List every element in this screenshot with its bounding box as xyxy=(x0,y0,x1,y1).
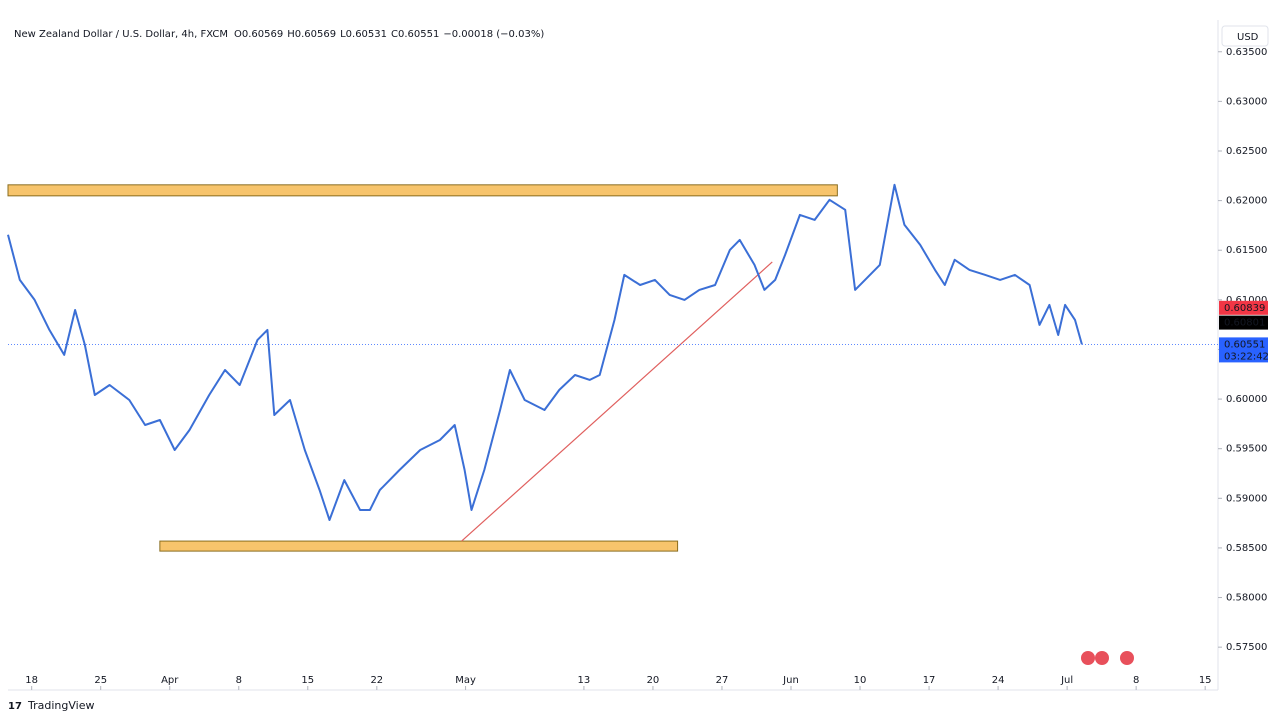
currency: USD xyxy=(1237,32,1259,43)
x-tick-label: 15 xyxy=(301,675,314,686)
y-tick-label: 0.61500 xyxy=(1226,245,1267,256)
x-tick-label: 25 xyxy=(94,675,107,686)
x-tick-label: 17 xyxy=(923,675,936,686)
x-tick-label: 8 xyxy=(236,675,242,686)
event-icon xyxy=(1120,651,1134,665)
x-tick-label: 27 xyxy=(716,675,729,686)
header-text: 0.60569 xyxy=(295,29,336,40)
x-tick-label: Jul xyxy=(1060,675,1073,686)
y-tick-label: 0.63500 xyxy=(1226,47,1267,58)
event-icons xyxy=(1081,651,1134,665)
y-tick-label: 0.57500 xyxy=(1226,642,1267,653)
header-text: L xyxy=(340,29,346,40)
header-text: 0.60551 xyxy=(398,29,439,40)
x-tick-label: 22 xyxy=(370,675,383,686)
x-tick-label: 18 xyxy=(25,675,38,686)
y-tick-label: 0.61000 xyxy=(1226,295,1267,306)
header: New Zealand Dollar / U.S. Dollar, 4h, FX… xyxy=(14,29,544,40)
price-tag-box xyxy=(1219,300,1268,315)
header-text: H xyxy=(287,29,295,40)
price-tag: 0.60551 xyxy=(1224,339,1265,350)
y-tick-label: 0.59000 xyxy=(1226,493,1267,504)
y-tick-label: 0.63000 xyxy=(1226,96,1267,107)
x-tick-label: May xyxy=(455,675,476,686)
x-tick-label: Jun xyxy=(782,675,799,686)
currency-box xyxy=(1221,25,1269,47)
y-tick-label: 0.62500 xyxy=(1226,146,1267,157)
header-text: 0.60531 xyxy=(346,29,387,40)
trend-line xyxy=(461,261,773,542)
x-tick-label: 15 xyxy=(1199,675,1212,686)
price-tag: 0.60839 xyxy=(1224,303,1265,314)
price-line xyxy=(7,183,1083,521)
price-tag: 0.60801 xyxy=(1224,318,1265,329)
price-tag-box xyxy=(1219,337,1268,363)
x-tick-label: 20 xyxy=(647,675,660,686)
countdown: 03:22:42 xyxy=(1224,351,1269,362)
brand: TradingView xyxy=(27,699,94,712)
y-tick-label: 0.62000 xyxy=(1226,196,1267,207)
header-text: New Zealand Dollar / U.S. Dollar, 4h, FX… xyxy=(14,29,228,40)
price-tag-box xyxy=(1219,315,1268,330)
y-tick-label: 0.58000 xyxy=(1226,593,1267,604)
y-tick-label: 0.59500 xyxy=(1226,444,1267,455)
x-tick-label: Apr xyxy=(161,675,179,686)
zone xyxy=(7,184,838,197)
x-tick-label: 10 xyxy=(854,675,867,686)
y-tick-label: 0.60000 xyxy=(1226,394,1267,405)
y-tick-label: 0.58500 xyxy=(1226,543,1267,554)
brand-logo: 𝟭𝟳 xyxy=(8,701,22,712)
zone xyxy=(159,540,679,552)
event-icon xyxy=(1095,651,1109,665)
x-tick-label: 24 xyxy=(992,675,1005,686)
header-text: C xyxy=(391,29,398,40)
header-text: O xyxy=(234,29,242,40)
header-text: −0.00018 (−0.03%) xyxy=(443,29,544,40)
x-tick-label: 13 xyxy=(578,675,591,686)
event-icon xyxy=(1081,651,1095,665)
x-tick-label: 8 xyxy=(1133,675,1139,686)
header-text: 0.60569 xyxy=(242,29,283,40)
